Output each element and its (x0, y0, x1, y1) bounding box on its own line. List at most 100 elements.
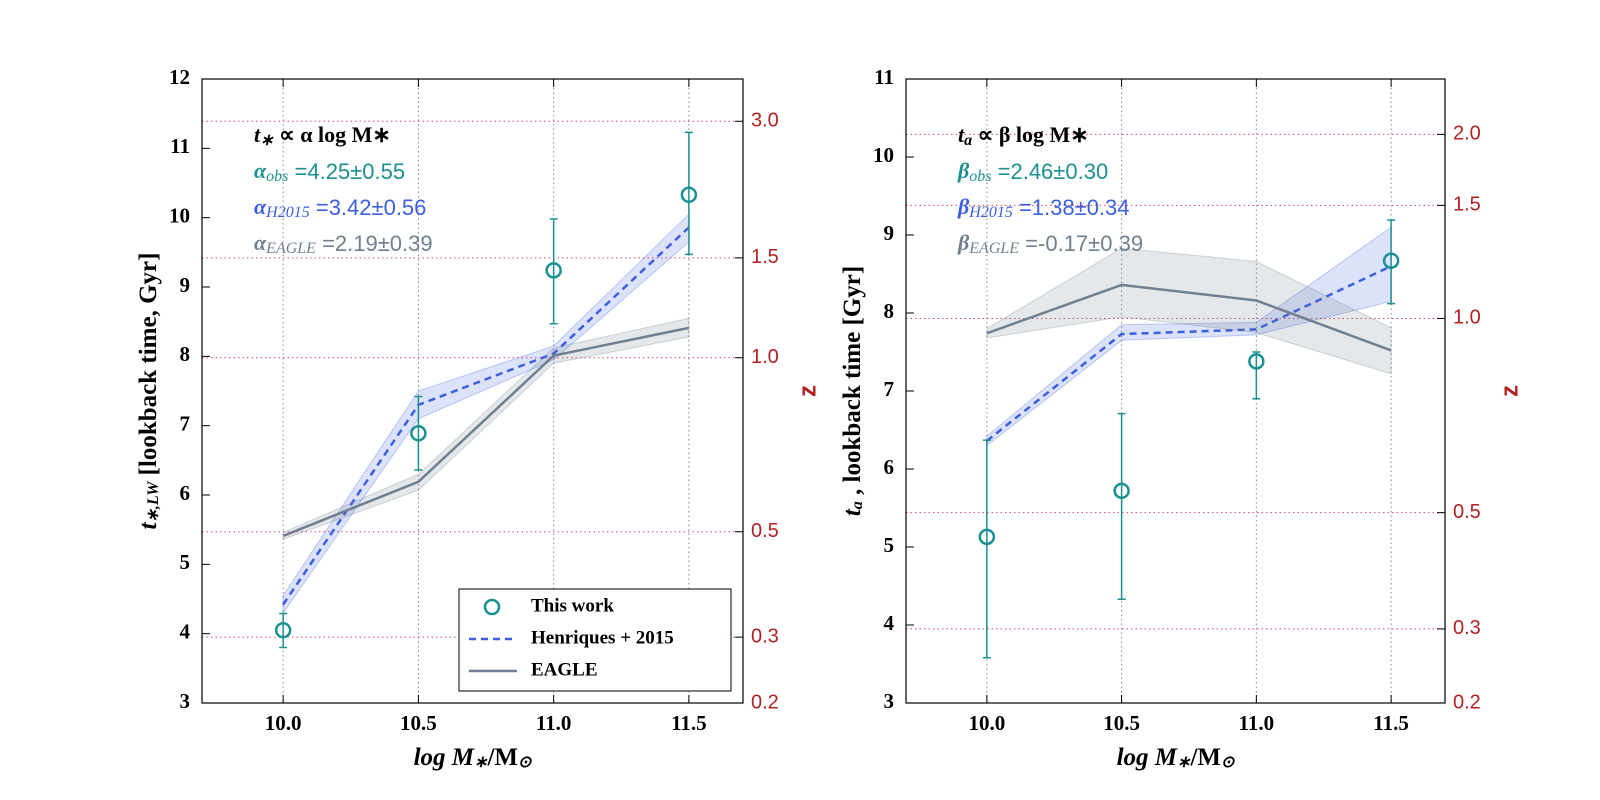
label-part: =2.46±0.30 (992, 159, 1109, 184)
error-bar (982, 439, 991, 659)
error-bar (1117, 412, 1126, 601)
data-point (410, 425, 427, 442)
y2-tick-label: 2.0 (1453, 123, 1481, 145)
confidence-band (282, 317, 690, 541)
x-tick-label: 10.5 (1103, 711, 1140, 735)
label-part: ∗ (260, 132, 274, 149)
y-tick-label: 6 (180, 481, 191, 505)
y-tick-label: 11 (874, 65, 894, 89)
label-part: =-0.17±0.39 (1019, 231, 1143, 256)
label-part: ∝ α log M∗ (274, 122, 391, 147)
label-part: β (957, 194, 970, 219)
label-part: a (849, 501, 866, 509)
label-part: α (254, 158, 267, 183)
legend-marker (483, 598, 501, 616)
y-tick-label: 11 (170, 134, 190, 158)
y-tick-label: 9 (180, 273, 191, 297)
label-part: , lookback time [Gyr] (839, 266, 866, 501)
y-tick-label: 10 (873, 143, 894, 167)
y-tick-label: 7 (180, 411, 191, 435)
y-tick-label: 4 (180, 619, 191, 643)
label-part: ⊙ (518, 754, 532, 771)
label-part: H2015 (968, 204, 1013, 221)
error-bar (1252, 351, 1261, 400)
error-bar (279, 612, 288, 649)
data-point (1113, 482, 1130, 500)
annotation: t∗ ∝ α log M∗ (254, 122, 391, 149)
label-part: ∝ β log M∗ (972, 122, 1089, 147)
y2-tick-label: 0.3 (751, 625, 779, 647)
x-tick-label: 11.5 (671, 711, 707, 735)
label-part: EAGLE (265, 240, 316, 257)
label-part: ∗ (1177, 754, 1191, 771)
series-line (986, 283, 1392, 352)
y-axis-label: ta , lookback time [Gyr] (839, 266, 866, 516)
data-point (1382, 252, 1400, 269)
label-part: obs (969, 168, 991, 185)
legend-label: Henriques + 2015 (531, 627, 674, 648)
confidence-band (986, 247, 1392, 375)
label-part: ⊙ (1221, 754, 1235, 771)
x-tick-label: 11.0 (536, 711, 572, 735)
label-part: M (1154, 744, 1178, 771)
label-part: β (957, 158, 970, 183)
series-line (282, 326, 690, 538)
label-part: β (957, 230, 970, 255)
label-part: =1.38±0.34 (1013, 195, 1130, 220)
y-tick-label: 6 (884, 455, 895, 479)
y2-tick-label: 3.0 (751, 110, 779, 132)
annotation: αH2015 =3.42±0.56 (254, 194, 426, 221)
y-tick-label: 12 (169, 65, 190, 89)
annotation: βEAGLE =-0.17±0.39 (957, 230, 1143, 257)
x-tick-label: 10.5 (400, 711, 437, 735)
label-part: M (451, 744, 475, 771)
x-tick-label: 11.0 (1239, 711, 1275, 735)
error-bar (1387, 219, 1396, 305)
annotation: βobs =2.46±0.30 (957, 158, 1108, 185)
legend-box (458, 588, 732, 692)
plot-frame (905, 78, 1446, 704)
y2-tick-label: 1.0 (751, 346, 779, 368)
x-tick-label: 11.5 (1373, 711, 1409, 735)
annotation: αobs =4.25±0.55 (254, 158, 405, 185)
y-tick-label: 5 (884, 533, 895, 557)
y-tick-label: 5 (180, 550, 191, 574)
legend-label: This work (531, 595, 614, 616)
data-point (545, 262, 562, 279)
series-line (986, 265, 1392, 442)
label-part: a (964, 132, 972, 149)
label-part: =4.25±0.55 (288, 159, 405, 184)
x-tick-label: 10.0 (265, 711, 302, 735)
annotation: βH2015 =1.38±0.34 (957, 194, 1130, 221)
label-part: EAGLE (968, 240, 1019, 257)
data-point (978, 528, 996, 546)
label-part: log (414, 744, 452, 771)
y-tick-label: 3 (180, 689, 191, 713)
label-part: =3.42±0.56 (310, 195, 427, 220)
annotation: ta ∝ β log M∗ (958, 122, 1089, 149)
plot-frame (201, 78, 744, 704)
y2-tick-label: 0.5 (751, 520, 779, 542)
error-bar (684, 131, 693, 256)
label-part: log (1117, 744, 1155, 771)
y2-axis-label: z (1496, 385, 1523, 397)
error-bar (414, 395, 423, 471)
error-bar (549, 218, 558, 325)
data-point (680, 186, 698, 204)
label-part: H2015 (265, 204, 310, 221)
data-point (274, 621, 292, 639)
annotation: αEAGLE =2.19±0.39 (254, 230, 433, 257)
y-tick-label: 3 (884, 689, 895, 713)
label-part: obs (266, 168, 288, 185)
y-tick-label: 7 (884, 377, 895, 401)
label-part: t (839, 508, 866, 516)
y2-axis-label: z (794, 385, 821, 397)
x-axis-label: log M∗/M⊙ (414, 744, 532, 771)
label-part: =2.19±0.39 (316, 231, 433, 256)
label-part: t (958, 122, 965, 147)
y-tick-label: 4 (884, 611, 895, 635)
label-part: α (254, 194, 267, 219)
label-part: t (254, 122, 261, 147)
x-tick-label: 10.0 (968, 711, 1005, 735)
